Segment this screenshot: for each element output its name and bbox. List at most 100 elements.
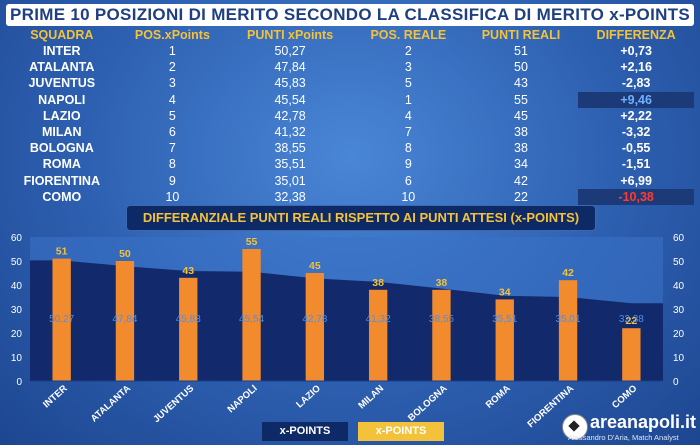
cell-punti-real: 38 — [514, 141, 528, 156]
cell-diff: +6,99 — [620, 173, 652, 188]
xpoints-value-label: 47,84 — [112, 314, 137, 325]
y-tick-label-right: 60 — [673, 233, 685, 244]
column-header: POS.xPoints — [134, 27, 210, 42]
xpoints-value-label: 45,83 — [176, 314, 201, 325]
y-tick-label-left: 30 — [11, 305, 23, 316]
bar-punti-reali — [305, 273, 325, 381]
cell-team: JUVENTUS — [28, 76, 96, 91]
y-tick-label-right: 30 — [673, 305, 685, 316]
chart-layer: 51 50 43 55 45 38 38 34 42 22 50,27 47,84 45,83 45,54… — [11, 233, 685, 430]
xpoints-value-label: 35,51 — [492, 314, 517, 325]
cell-punti-real: 43 — [514, 76, 528, 91]
bar-punti-reali — [179, 277, 198, 381]
cell-pos-x: 1 — [168, 44, 176, 59]
cell-punti-real: 34 — [514, 157, 528, 172]
bar-value-label: 50 — [119, 248, 131, 260]
cell-punti-x: 41,32 — [274, 125, 306, 140]
cell-punti-x: 35,01 — [274, 173, 306, 188]
cell-diff: +0,73 — [620, 44, 652, 59]
bar-punti-reali — [115, 261, 135, 381]
cell-punti-real: 50 — [514, 60, 528, 75]
cell-team: BOLOGNA — [29, 141, 94, 156]
bar-punti-reali — [432, 289, 451, 381]
bar-value-label: 51 — [56, 246, 68, 258]
category-label: COMO — [610, 383, 639, 411]
page-title: PRIME 10 POSIZIONI DI MERITO SECONDO LA … — [6, 4, 694, 26]
xpoints-value-label: 45,54 — [239, 314, 264, 325]
category-label: ATALANTA — [89, 383, 133, 424]
brand-logo: areanapoli.it Alessandro D'Aria, Match A… — [560, 412, 698, 442]
cell-pos-real: 2 — [404, 44, 412, 59]
category-label: BOLOGNA — [406, 383, 450, 424]
cell-pos-real: 10 — [401, 189, 416, 204]
cell-punti-real: 22 — [514, 189, 528, 204]
category-label: LAZIO — [294, 383, 323, 410]
cell-pos-x: 4 — [168, 92, 176, 107]
table-row: INTER 1 50,27 2 51 +0,73 — [6, 43, 694, 59]
cell-pos-x: 9 — [168, 173, 176, 188]
table-row: FIORENTINA 9 35,01 6 42 +6,99 — [6, 173, 694, 189]
bar-value-label: 45 — [309, 260, 321, 272]
cell-pos-real: 6 — [404, 173, 412, 188]
soccer-ball-icon — [562, 414, 588, 440]
bar-punti-reali — [495, 299, 514, 381]
cell-pos-x: 6 — [168, 125, 176, 140]
bar-punti-reali — [368, 289, 388, 381]
cell-team: LAZIO — [43, 108, 81, 123]
table-row: LAZIO 5 42,78 4 45 +2,22 — [6, 108, 694, 124]
cell-team: NAPOLI — [38, 92, 86, 107]
cell-punti-x: 50,27 — [274, 44, 306, 59]
cell-punti-real: 51 — [514, 44, 528, 59]
cell-pos-real: 3 — [404, 60, 412, 75]
bar-value-label: 34 — [499, 286, 511, 298]
category-label: NAPOLI — [226, 383, 260, 415]
cell-pos-x: 10 — [165, 189, 180, 204]
brand-name: areanapoli.it — [590, 412, 697, 432]
cell-diff: -2,83 — [621, 76, 651, 91]
brand-credit: Alessandro D'Aria, Match Analyst — [568, 433, 679, 442]
bar-punti-reali — [52, 258, 71, 381]
legend-item-area: x-POINTS — [262, 422, 348, 441]
bar-value-label: 38 — [436, 277, 448, 289]
cell-pos-real: 1 — [404, 92, 412, 107]
cell-team: INTER — [43, 44, 81, 59]
bar-value-label: 22 — [626, 315, 638, 327]
bar-value-label: 43 — [182, 265, 194, 277]
ranking-table: SQUADRA POS.xPoints PUNTI xPoints POS. REAL… — [6, 26, 694, 205]
xpoints-value-label: 41,32 — [366, 314, 391, 325]
cell-punti-x: 38,55 — [274, 141, 306, 156]
cell-pos-real: 5 — [404, 76, 412, 91]
cell-pos-real: 8 — [404, 141, 412, 156]
column-header: DIFFERENZA — [596, 27, 676, 42]
category-label: JUVENTUS — [151, 383, 196, 425]
cell-diff: -0,55 — [621, 141, 651, 156]
cell-pos-real: 7 — [404, 125, 412, 140]
cell-team: FIORENTINA — [23, 173, 100, 188]
category-label: INTER — [41, 383, 70, 410]
cell-pos-x: 3 — [168, 76, 176, 91]
bar-value-label: 42 — [562, 267, 574, 279]
bar-punti-reali — [242, 249, 261, 381]
cell-pos-real: 4 — [404, 108, 412, 123]
cell-pos-x: 2 — [168, 60, 176, 75]
legend-item-bar: x-POINTS — [358, 422, 444, 441]
xpoints-value-label: 38,55 — [429, 314, 454, 325]
chart-title: DIFFERANZIALE PUNTI REALI RISPETTO AI PU… — [126, 205, 596, 231]
table-header-row: SQUADRA POS.xPoints PUNTI xPoints POS. REAL… — [6, 26, 694, 43]
table-row: NAPOLI 4 45,54 1 55 +9,46 — [6, 91, 694, 108]
cell-team: ATALANTA — [29, 60, 95, 75]
cell-punti-x: 35,51 — [274, 157, 306, 172]
bar-punti-reali — [558, 280, 578, 381]
cell-punti-real: 38 — [514, 125, 528, 140]
cell-punti-real: 55 — [514, 92, 528, 107]
cell-diff: +2,16 — [620, 60, 652, 75]
y-tick-label-left: 40 — [11, 281, 23, 292]
table-row: BOLOGNA 7 38,55 8 38 -0,55 — [6, 140, 694, 156]
cell-team: MILAN — [42, 125, 82, 140]
xpoints-value-label: 50,27 — [49, 314, 74, 325]
column-header: PUNTI REALI — [481, 27, 561, 42]
table-row: ROMA 8 35,51 9 34 -1,51 — [6, 156, 694, 172]
cell-pos-real: 9 — [404, 157, 412, 172]
table-row: MILAN 6 41,32 7 38 -3,32 — [6, 124, 694, 140]
y-tick-label-left: 10 — [11, 353, 23, 364]
